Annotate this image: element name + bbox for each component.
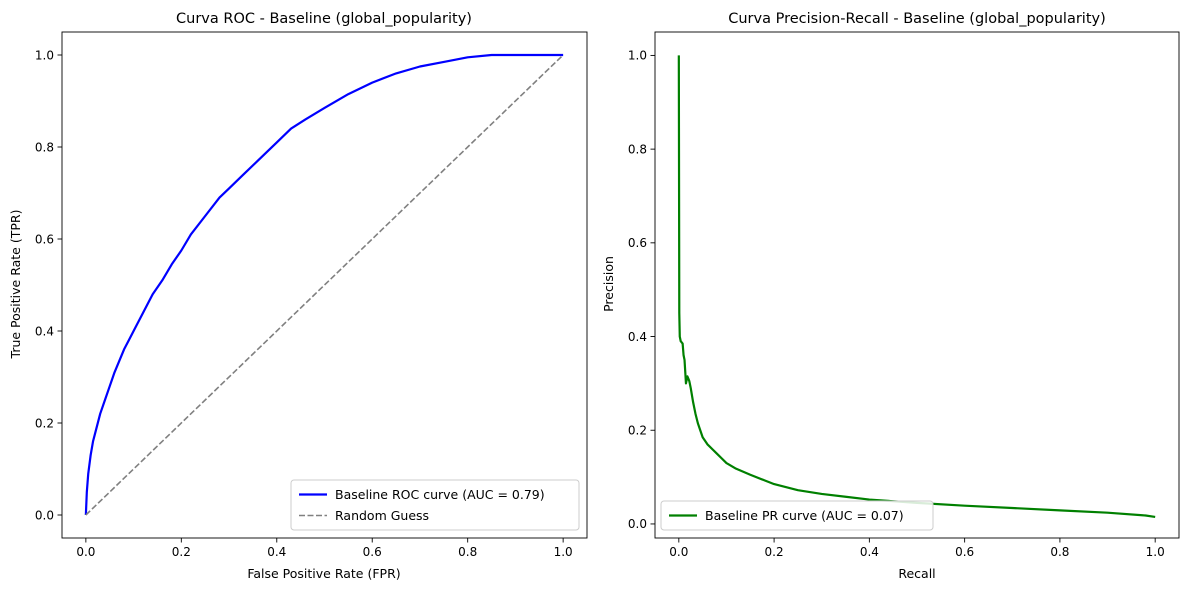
roc-x-tick-label: 0.4 [267, 545, 286, 559]
pr-y-tick-label: 0.4 [628, 330, 647, 344]
pr-y-tick-label: 0.2 [628, 424, 647, 438]
roc-series-line-0 [84, 53, 564, 516]
pr-x-tick-label: 0.8 [1050, 545, 1069, 559]
pr-x-tick-label: 0.0 [669, 545, 688, 559]
pr-y-tick-label: 0.6 [628, 236, 647, 250]
roc-chart: Curva ROC - Baseline (global_popularity)… [8, 11, 588, 581]
roc-x-tick-label: 0.0 [76, 545, 95, 559]
pr-y-tick-label: 0.8 [628, 142, 647, 156]
pr-x-tick-label: 1.0 [1146, 545, 1165, 559]
roc-y-tick-label: 0.2 [35, 416, 54, 430]
roc-chart-title: Curva ROC - Baseline (global_popularity) [176, 11, 472, 27]
roc-y-tick-label: 0.4 [35, 324, 54, 338]
roc-y-tick-label: 0.0 [35, 508, 54, 522]
roc-chart-xlabel: False Positive Rate (FPR) [247, 566, 400, 581]
roc-x-tick-label: 0.2 [172, 545, 191, 559]
roc-y-tick-label: 1.0 [35, 48, 54, 62]
pr-x-tick-label: 0.6 [955, 545, 974, 559]
pr-y-tick-label: 1.0 [628, 49, 647, 63]
pr-axes-frame [654, 31, 1180, 539]
pr-chart-title: Curva Precision-Recall - Baseline (globa… [728, 11, 1106, 27]
pr-chart: Curva Precision-Recall - Baseline (globa… [601, 11, 1180, 581]
roc-x-tick-label: 1.0 [554, 545, 573, 559]
pr-chart-xlabel: Recall [898, 566, 935, 581]
pr-x-tick-label: 0.4 [860, 545, 879, 559]
pr-chart-ylabel: Precision [601, 256, 616, 312]
roc-legend-label: Baseline ROC curve (AUC = 0.79) [335, 487, 545, 502]
pr-y-tick-label: 0.0 [628, 517, 647, 531]
pr-legend-box [660, 500, 934, 531]
roc-x-tick-label: 0.8 [458, 545, 477, 559]
roc-y-tick-label: 0.8 [35, 140, 54, 154]
roc-x-tick-label: 0.6 [363, 545, 382, 559]
roc-chart-ylabel: True Positive Rate (TPR) [8, 210, 23, 360]
roc-legend-box [290, 479, 580, 531]
roc-axes-frame [61, 31, 588, 539]
pr-x-tick-label: 0.2 [765, 545, 784, 559]
roc-y-tick-label: 0.6 [35, 232, 54, 246]
roc-legend-label: Random Guess [335, 508, 429, 523]
pr-legend-label: Baseline PR curve (AUC = 0.07) [705, 508, 904, 523]
pr-legend: Baseline PR curve (AUC = 0.07) [660, 500, 934, 531]
roc-legend: Baseline ROC curve (AUC = 0.79) Random Gu… [290, 479, 580, 531]
